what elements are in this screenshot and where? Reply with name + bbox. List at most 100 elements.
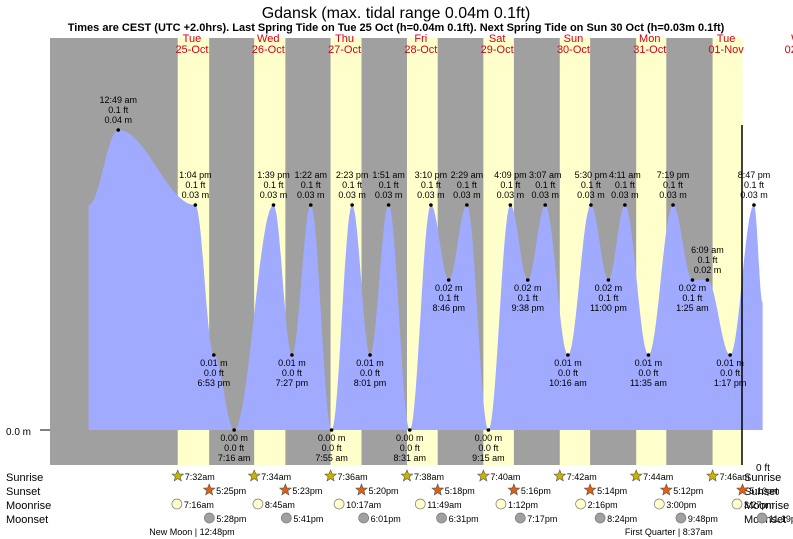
- tide-point: [752, 203, 756, 207]
- tide-label: 0.02 m: [514, 283, 542, 293]
- sun-icon: [324, 469, 338, 482]
- tide-label: 8:31 am: [394, 453, 427, 463]
- moonrise-time: 2:16pm: [588, 500, 618, 510]
- tide-label: 11:35 am: [630, 378, 667, 388]
- moon-icon: [653, 498, 665, 510]
- tide-label: 0.04 m: [104, 115, 132, 125]
- tide-point: [446, 278, 451, 282]
- tide-label: 0.0 ft: [322, 443, 343, 453]
- sunrise-time: 7:36am: [338, 472, 368, 482]
- tide-point: [646, 353, 651, 357]
- sunset-time: 5:16pm: [521, 486, 551, 496]
- moonrise-time: 11:49am: [427, 500, 461, 510]
- tide-label: 1:22 am: [294, 170, 327, 180]
- tide-label: 0.1 ft: [108, 105, 129, 115]
- moon-phase-new: New Moon | 12:48pm: [149, 527, 234, 537]
- moonrise-time: 8:45am: [265, 500, 295, 510]
- moon-icon: [414, 498, 426, 510]
- tide-point: [705, 278, 710, 282]
- moon-icon: [358, 512, 370, 524]
- tide-label: 0.1 ft: [342, 180, 363, 190]
- moonrise-time: 3:00pm: [666, 500, 696, 510]
- sun-icon: [659, 483, 673, 496]
- tide-label: 0.01 m: [716, 358, 744, 368]
- moon-icon: [252, 498, 264, 510]
- tide-point: [232, 428, 236, 432]
- row-label-left: Moonset: [6, 514, 48, 526]
- day-date: 26-Oct: [252, 44, 285, 56]
- moon-icon: [203, 512, 215, 524]
- tide-label: 0.1 ft: [263, 180, 284, 190]
- tide-label: 0.03 m: [740, 190, 768, 200]
- tide-point: [308, 203, 313, 207]
- tide-label: 7:55 am: [315, 453, 348, 463]
- tide-label: 0.0 ft: [360, 368, 381, 378]
- sun-icon: [507, 483, 521, 496]
- tide-label: 0.0 ft: [720, 368, 741, 378]
- tide-label: 0.01 m: [278, 358, 306, 368]
- tide-label: 0.03 m: [577, 190, 605, 200]
- tide-label: 0.1 ft: [615, 180, 636, 190]
- tide-point: [606, 278, 611, 282]
- tide-label: 0.00 m: [396, 433, 424, 443]
- tide-label: 0.0 ft: [478, 443, 499, 453]
- sun-icon: [736, 483, 749, 496]
- tide-label: 0.1 ft: [185, 180, 206, 190]
- tide-label: 0.03 m: [375, 190, 403, 200]
- sun-icon: [247, 469, 261, 482]
- sun-icon: [400, 469, 414, 482]
- tide-label: 4:11 am: [609, 170, 641, 180]
- tide-label: 1:39 pm: [257, 170, 290, 180]
- tide-label: 0.1 ft: [682, 293, 703, 303]
- sunrise-time: 7:42am: [567, 472, 597, 482]
- tide-label: 12:49 am: [99, 95, 137, 105]
- tide-label: 4:09 pm: [494, 170, 527, 180]
- tide-label: 1:17 pm: [714, 378, 747, 388]
- moon-phase-first-quarter: First Quarter | 8:37am: [625, 527, 713, 537]
- moon-icon: [731, 498, 743, 510]
- moonrise-time: 1:12pm: [508, 500, 538, 510]
- tide-label: 8:46 pm: [432, 303, 465, 313]
- sun-icon: [583, 483, 597, 496]
- tide-label: 0.1 ft: [301, 180, 322, 190]
- sunset-time: 5:10pm: [749, 486, 779, 496]
- moon-icon: [280, 512, 292, 524]
- row-label-right: Moonrise: [744, 500, 789, 512]
- moon-icon: [436, 512, 447, 524]
- moonset-time: 8:24pm: [607, 514, 637, 524]
- tide-point: [465, 203, 469, 207]
- sunset-time: 5:20pm: [369, 486, 399, 496]
- tide-label: 0.1 ft: [457, 180, 478, 190]
- row-label-right: Sunset: [744, 486, 778, 498]
- row-label-left: Sunrise: [6, 472, 43, 484]
- tide-point: [566, 353, 570, 357]
- tide-label: 0.03 m: [611, 190, 639, 200]
- sunrise-time: 7:34am: [261, 472, 291, 482]
- tide-label: 8:01 pm: [354, 378, 387, 388]
- chart-title: Gdansk (max. tidal range 0.04m 0.1ft): [262, 5, 531, 22]
- tide-label: 0.1 ft: [518, 293, 539, 303]
- moon-icon: [756, 512, 768, 524]
- day-name: Sun: [564, 33, 584, 45]
- sun-icon: [629, 469, 643, 482]
- sun-icon: [431, 483, 445, 496]
- tide-point: [386, 203, 391, 207]
- tide-label: 7:27 pm: [276, 378, 309, 388]
- tide-area: [88, 130, 763, 430]
- tide-label: 5:30 pm: [575, 170, 608, 180]
- moonset-time: 6:31pm: [449, 514, 479, 524]
- tide-point: [429, 203, 433, 207]
- moon-icon: [575, 498, 587, 510]
- sunset-time: 5:23pm: [292, 486, 322, 496]
- sun-icon: [355, 483, 368, 496]
- sunrise-time: 7:46am: [720, 472, 750, 482]
- tide-point: [368, 353, 372, 357]
- tide-label: 0.02 m: [694, 265, 722, 275]
- tide-label: 7:19 pm: [657, 170, 690, 180]
- tide-point: [690, 278, 695, 282]
- tide-label: 0.0 ft: [204, 368, 225, 378]
- day-date: 28-Oct: [404, 44, 437, 56]
- tide-label: 0.0 ft: [558, 368, 579, 378]
